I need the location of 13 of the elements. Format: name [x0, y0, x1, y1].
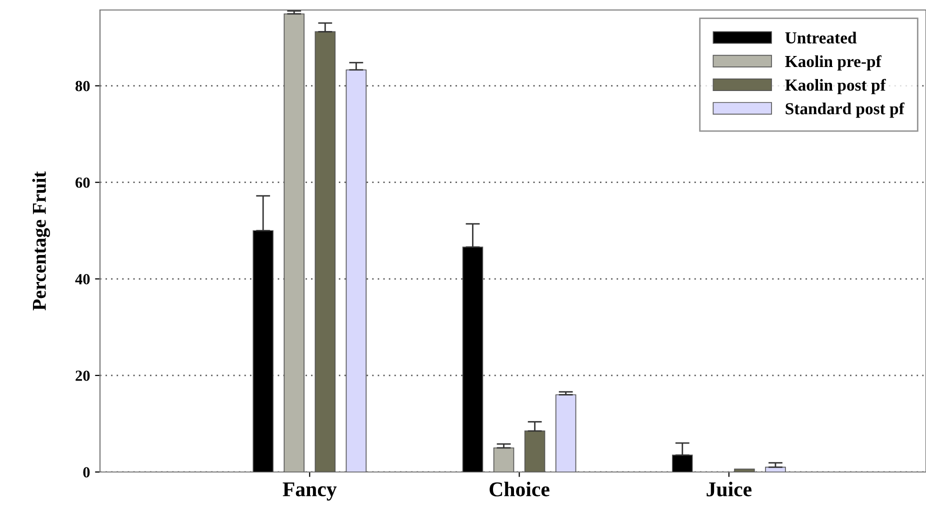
x-tick-label: Choice [490, 482, 550, 496]
legend-label: Kaolin pre-pf [785, 55, 882, 70]
legend-label: Untreated [785, 32, 857, 44]
y-tick-label: 80 [76, 80, 90, 92]
legend-label: Standard post pf [786, 102, 905, 118]
y-tick-label: 40 [75, 274, 90, 284]
y-tick-label: 20 [76, 370, 90, 381]
y-tick-label: 60 [76, 177, 90, 188]
x-tick-label: Fancy [282, 482, 337, 501]
y-axis-title: Percentage Fruit [32, 171, 50, 310]
x-tick-label: Juice [706, 482, 752, 496]
legend-label: Kaolin post pf [785, 78, 886, 94]
y-tick-label: 0 [83, 467, 90, 478]
